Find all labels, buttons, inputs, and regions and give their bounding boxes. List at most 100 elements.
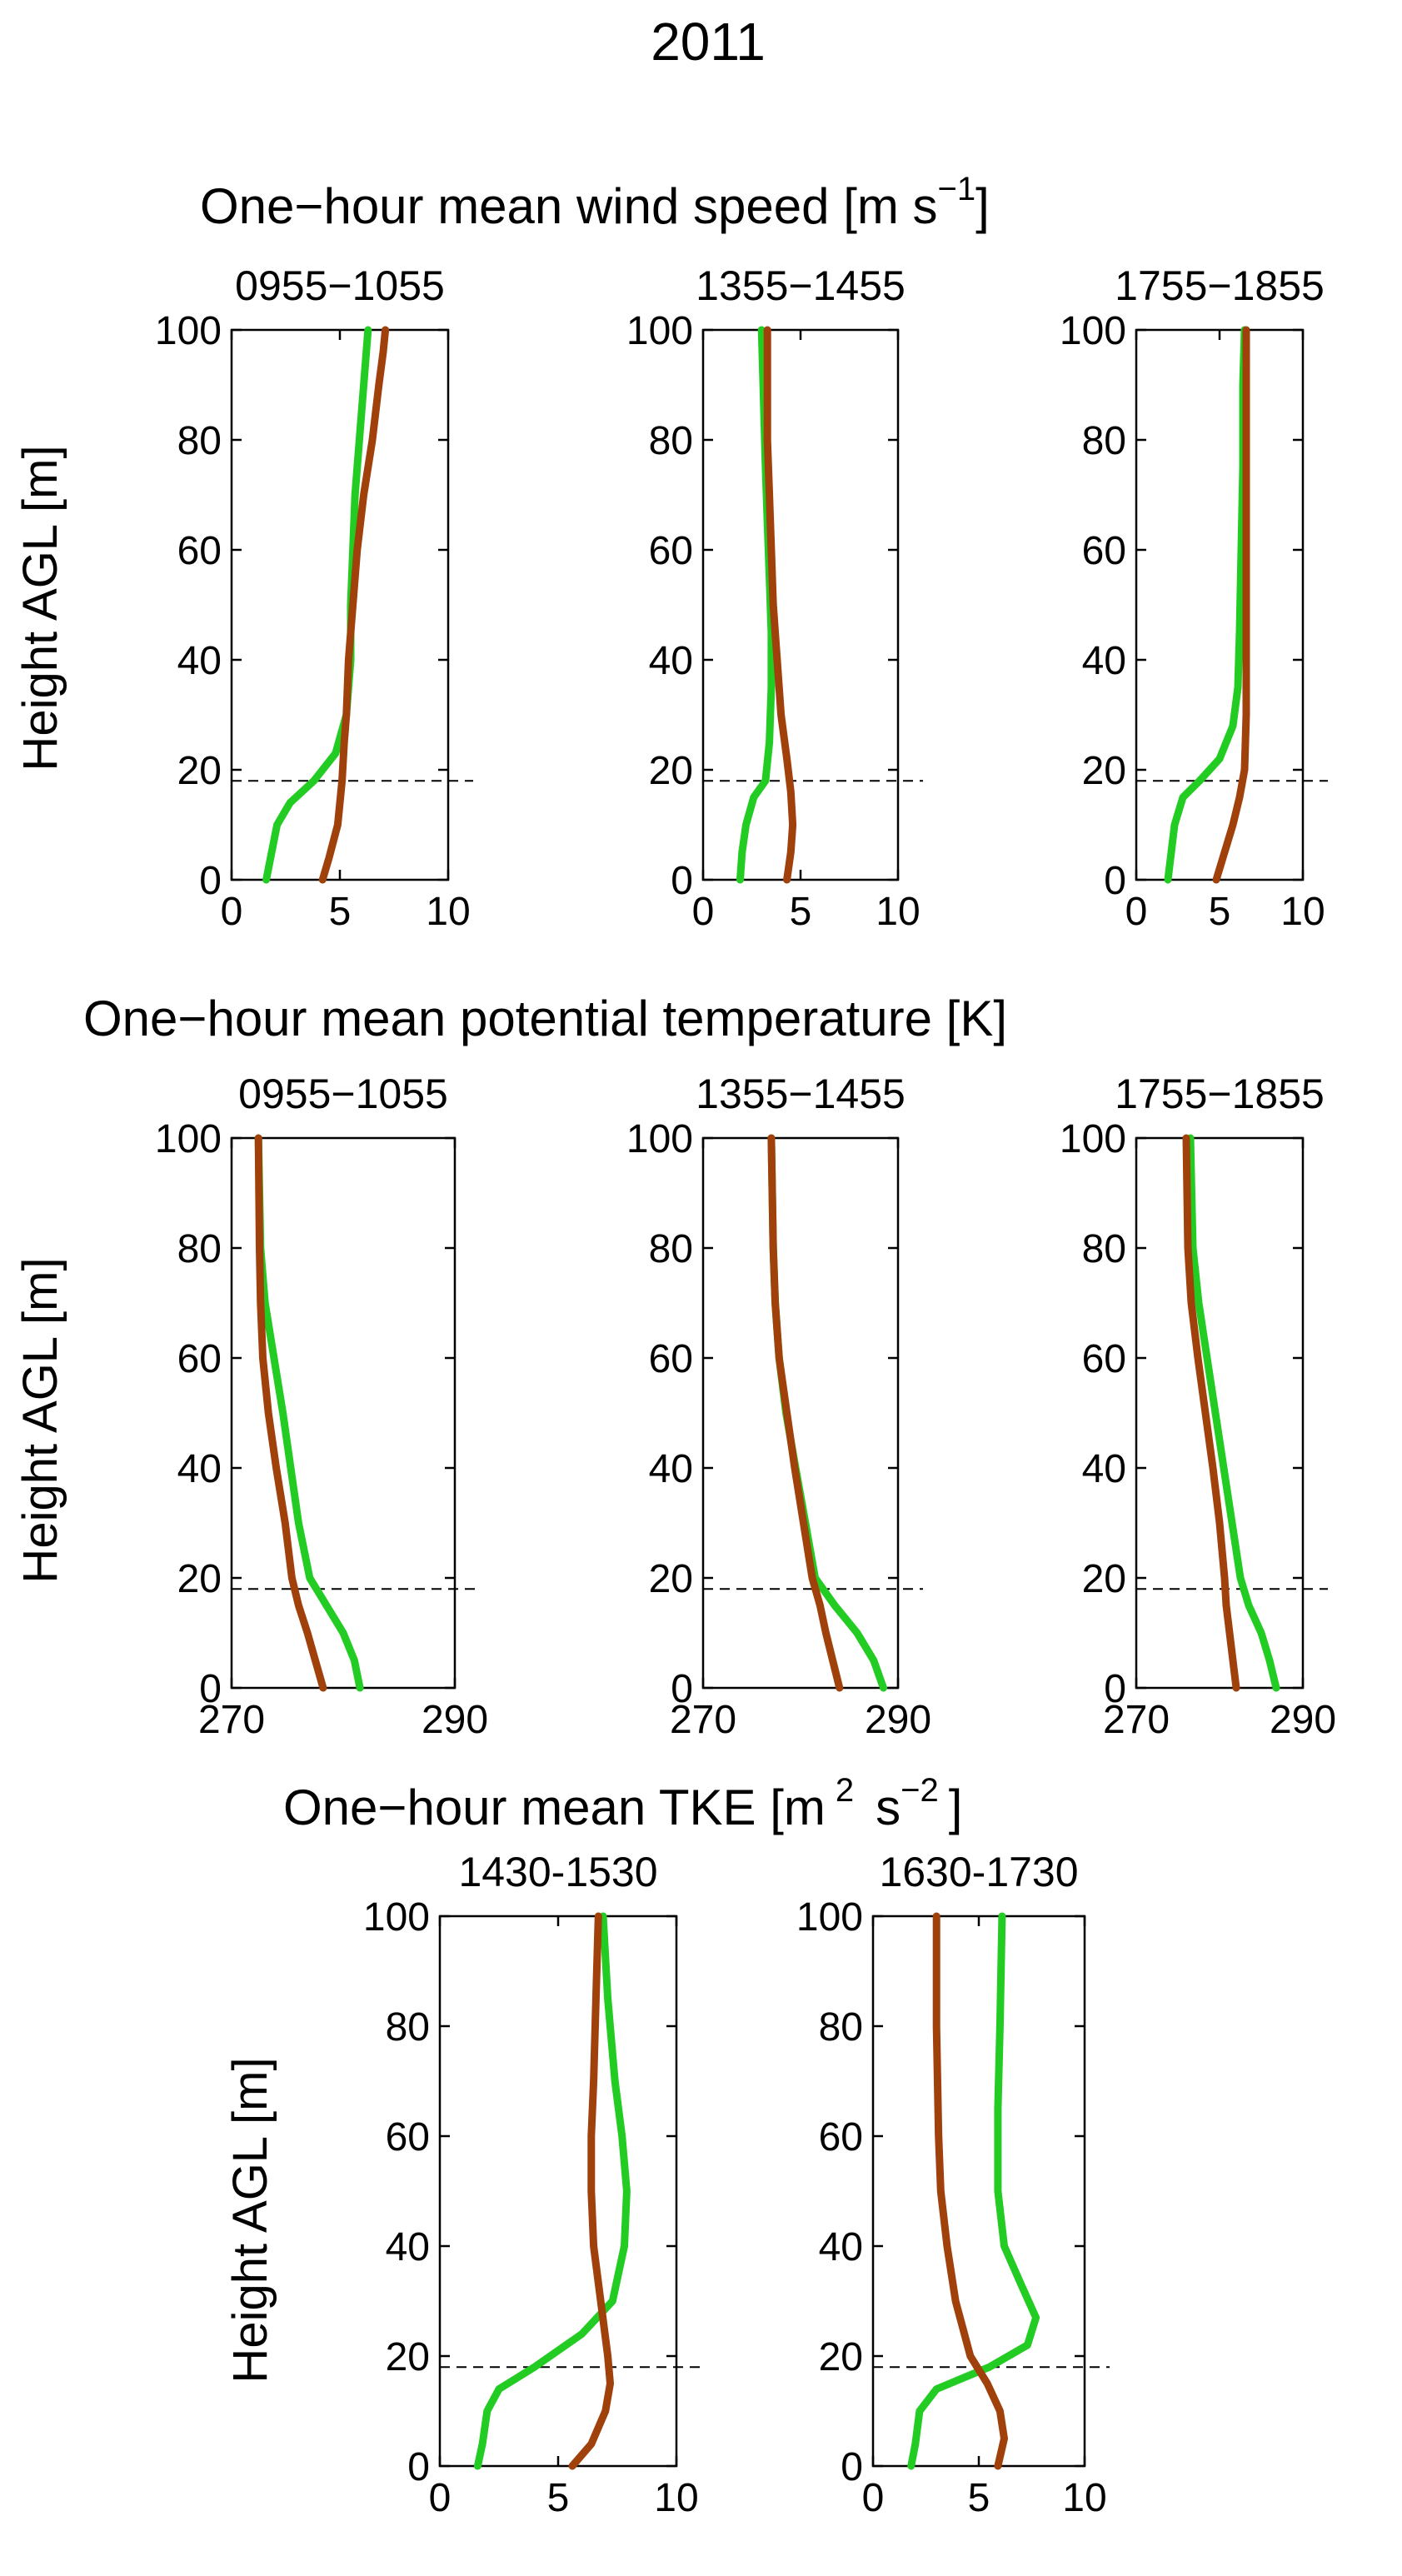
- y-tick-label: 100: [796, 1895, 863, 1939]
- axes-frame: [701, 1136, 900, 1690]
- y-tick-label: 20: [386, 2335, 430, 2379]
- y-tick-label: 60: [819, 2115, 863, 2159]
- x-tick-label: 5: [968, 2476, 990, 2520]
- series-line-green: [1186, 1134, 1280, 1692]
- y-tick-label: 100: [155, 1117, 222, 1161]
- series-line-green: [254, 1134, 364, 1692]
- x-tick-label: 0: [221, 890, 243, 934]
- series-line-brown: [568, 1912, 614, 2470]
- y-tick-label: 80: [649, 1227, 693, 1271]
- series-line-brown: [1212, 326, 1250, 884]
- x-tick-label: 5: [790, 890, 812, 934]
- y-tick-label: 40: [649, 639, 693, 683]
- chart-panel-5: 1355−1455 0 20 40 60 80 100 270 290: [626, 1071, 931, 1742]
- y-tick-label: 80: [386, 2005, 430, 2049]
- series-line-brown: [932, 1912, 1008, 2470]
- x-tick-label: 10: [876, 890, 920, 934]
- panel-title: 1355−1455: [696, 1071, 906, 1117]
- row-title-potential-temperature: One−hour mean potential temperature [K]: [83, 991, 1007, 1046]
- x-tick-label: 270: [1103, 1698, 1170, 1742]
- row-title-text: One−hour mean wind speed: [200, 178, 830, 234]
- y-tick-label: 20: [649, 1557, 693, 1601]
- series-line-brown: [1182, 1134, 1240, 1692]
- y-tick-label: 100: [626, 309, 693, 353]
- y-tick-label: 40: [177, 1447, 222, 1491]
- x-tick-label: 10: [1280, 890, 1325, 934]
- y-tick-label: 40: [386, 2225, 430, 2269]
- axes-frame: [1135, 328, 1305, 881]
- panel-title: 1630-1730: [879, 1849, 1078, 1895]
- row-title-text: One−hour mean TKE: [283, 1780, 756, 1835]
- figure-title: 2011: [651, 12, 766, 72]
- row-title-unit-exponent-1: 2: [836, 1772, 854, 1809]
- x-tick-label: 290: [865, 1698, 931, 1742]
- y-tick-label: 80: [177, 1227, 222, 1271]
- y-tick-label: 40: [177, 639, 222, 683]
- series-line-green: [1164, 326, 1249, 884]
- y-tick-label: 80: [1082, 419, 1126, 463]
- x-tick-label: 270: [198, 1698, 265, 1742]
- y-tick-label: 60: [177, 1337, 222, 1381]
- y-tick-label: 80: [177, 419, 222, 463]
- x-tick-label: 0: [692, 890, 715, 934]
- y-tick-label: 0: [1104, 859, 1126, 903]
- row-title-wind-speed: One−hour mean wind speed [m s−1]: [200, 171, 990, 234]
- axes-frame: [230, 1136, 457, 1690]
- row-title-unit-exponent: −1: [938, 171, 976, 207]
- y-tick-label: 0: [199, 859, 222, 903]
- y-tick-label: 40: [819, 2225, 863, 2269]
- x-tick-label: 10: [654, 2476, 698, 2520]
- y-tick-label: 100: [626, 1117, 693, 1161]
- chart-panel-4: 0955−1055 0 20 40 60 80 100 270 290: [155, 1071, 488, 1742]
- y-tick-label: 60: [649, 529, 693, 573]
- y-tick-label: 100: [155, 309, 222, 353]
- series-line-green: [907, 1912, 1040, 2470]
- row-title-unit-exponent-2: −2: [901, 1772, 939, 1809]
- chart-panel-6: 1755−1855 0 20 40 60 80 100 270 290: [1060, 1071, 1336, 1742]
- y-axis-label-row-2: Height AGL [m]: [13, 1257, 67, 1583]
- panel-title: 1755−1855: [1115, 262, 1325, 309]
- y-tick-label: 60: [1082, 529, 1126, 573]
- panel-title: 0955−1055: [238, 1071, 448, 1117]
- x-tick-label: 290: [1270, 1698, 1336, 1742]
- y-tick-label: 80: [1082, 1227, 1126, 1271]
- y-tick-label: 20: [649, 749, 693, 793]
- panel-title: 0955−1055: [235, 262, 445, 309]
- x-tick-label: 0: [1125, 890, 1148, 934]
- y-tick-label: 40: [649, 1447, 693, 1491]
- row-title-unit-close: ]: [949, 1780, 963, 1835]
- y-tick-label: 20: [1082, 749, 1126, 793]
- x-tick-label: 0: [862, 2476, 885, 2520]
- y-tick-label: 100: [363, 1895, 430, 1939]
- series-line-green: [473, 1912, 631, 2470]
- y-tick-label: 20: [177, 749, 222, 793]
- row-title-unit-mid: s: [876, 1780, 901, 1835]
- x-tick-label: 5: [547, 2476, 570, 2520]
- chart-panel-8: 1630-1730 0 20 40 60 80 100 0 5 10: [796, 1849, 1110, 2520]
- y-tick-label: 80: [649, 419, 693, 463]
- panel-title: 1355−1455: [696, 262, 906, 309]
- y-tick-label: 0: [671, 859, 693, 903]
- x-tick-label: 10: [1062, 2476, 1106, 2520]
- axes-frame: [871, 1915, 1086, 2468]
- y-tick-label: 0: [199, 1667, 222, 1711]
- y-tick-label: 100: [1060, 1117, 1126, 1161]
- axes-frame: [438, 1915, 678, 2468]
- y-axis-label-row-1: Height AGL [m]: [13, 445, 67, 771]
- panel-title: 1430-1530: [458, 1849, 657, 1895]
- y-tick-label: 20: [819, 2335, 863, 2379]
- y-tick-label: 0: [407, 2445, 430, 2489]
- y-tick-label: 40: [1082, 1447, 1126, 1491]
- x-tick-label: 0: [429, 2476, 452, 2520]
- x-tick-label: 5: [1209, 890, 1231, 934]
- y-tick-label: 20: [1082, 1557, 1126, 1601]
- row-title-unit: [m: [770, 1780, 826, 1835]
- series-line-brown: [767, 1134, 844, 1692]
- chart-panel-2: 1355−1455 0 20 40 60 80 100 0 5 10: [626, 262, 923, 934]
- axes-frame: [1135, 1136, 1305, 1690]
- y-tick-label: 0: [841, 2445, 863, 2489]
- row-title-tke: One−hour mean TKE [m 2 s−2]: [283, 1772, 962, 1835]
- chart-panel-3: 1755−1855 0 20 40 60 80 100 0 5 10: [1060, 262, 1328, 934]
